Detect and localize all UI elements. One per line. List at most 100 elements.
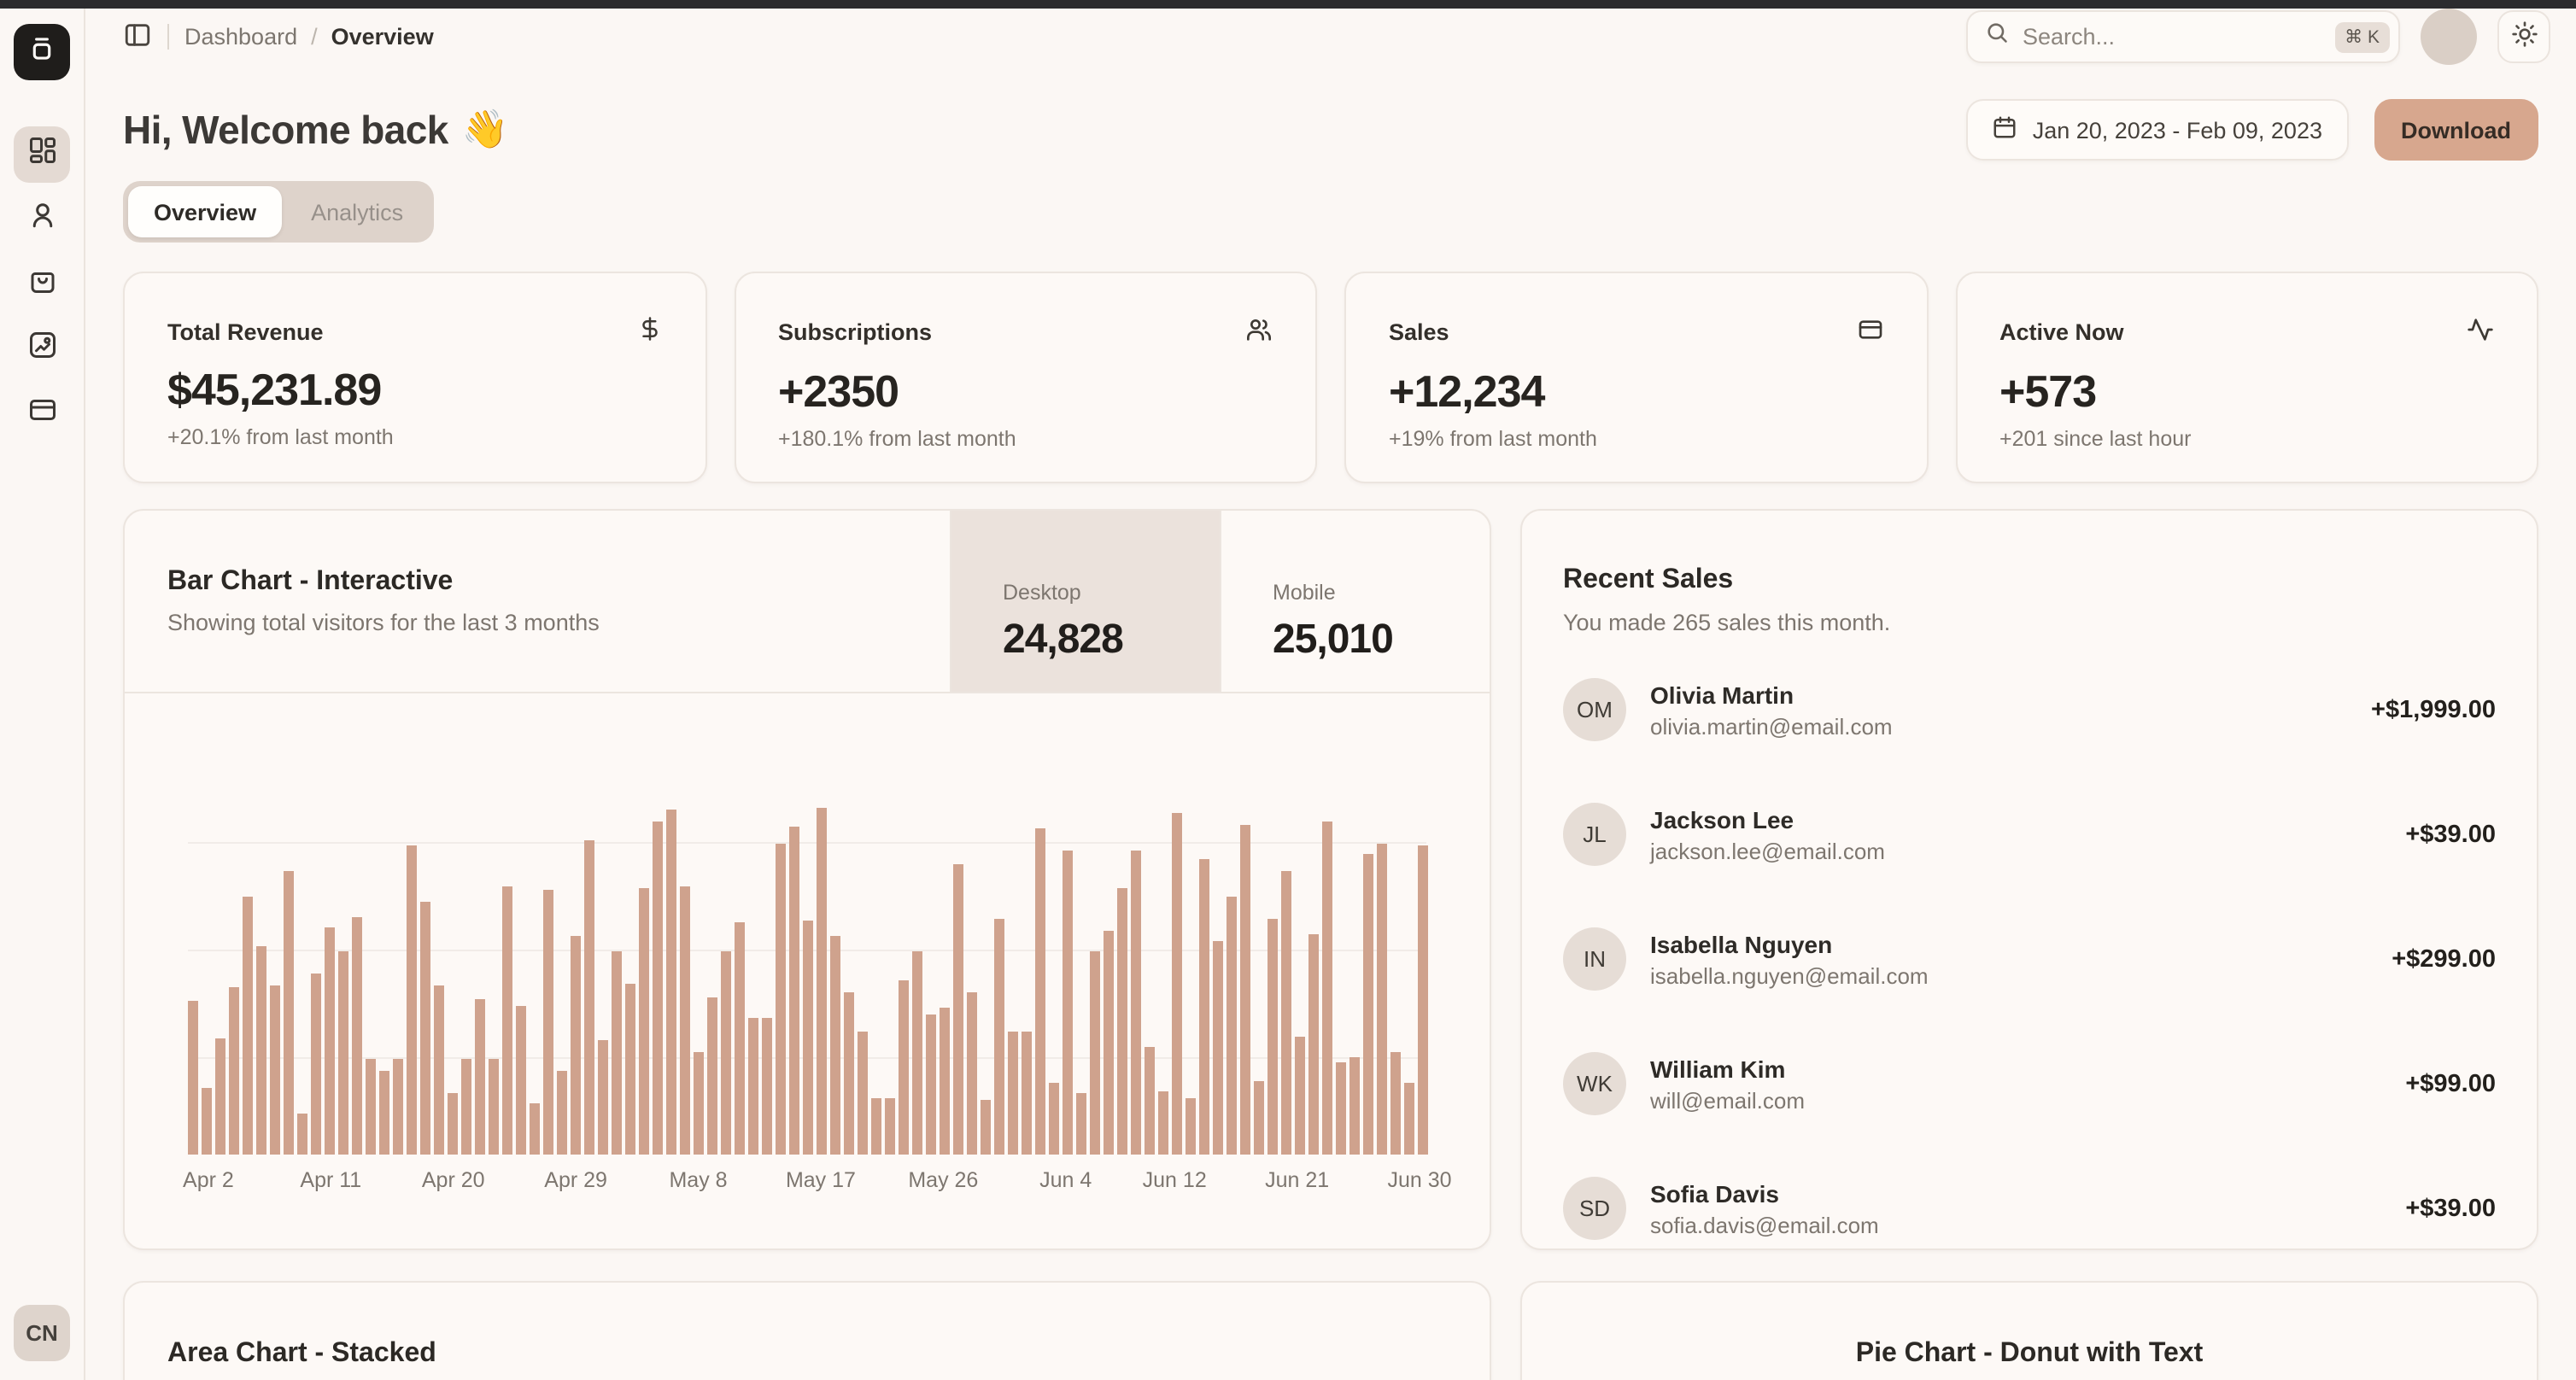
profile-avatar[interactable]	[2421, 9, 2477, 65]
bar	[1349, 1056, 1359, 1155]
calendar-icon	[1992, 114, 2017, 145]
bar	[1035, 828, 1045, 1155]
sidebar-item-users[interactable]	[14, 191, 70, 248]
sale-row: SD Sofia Davis sofia.davis@email.com +$3…	[1563, 1177, 2496, 1240]
x-tick-label: May 17	[785, 1168, 856, 1192]
sidebar-item-dashboard[interactable]	[14, 126, 70, 183]
bar	[748, 1018, 758, 1155]
bar	[1186, 1098, 1195, 1155]
bar	[625, 983, 635, 1155]
media-icon	[26, 330, 57, 369]
stat-title: Subscriptions	[778, 319, 933, 345]
bar	[789, 827, 799, 1155]
breadcrumb-dashboard[interactable]: Dashboard	[184, 24, 298, 50]
recent-sales-subtitle: You made 265 sales this month.	[1563, 610, 1891, 635]
bar	[1063, 850, 1072, 1155]
toggle-desktop[interactable]: Desktop 24,828	[950, 511, 1220, 692]
bar	[188, 1000, 197, 1155]
bar-chart-title: Bar Chart - Interactive	[167, 567, 454, 596]
x-axis-labels: Apr 2 Apr 11 Apr 20 Apr 29 May 8 May 17 May 26…	[183, 1155, 1452, 1196]
bar	[1090, 950, 1099, 1155]
bar	[1145, 1047, 1154, 1155]
bar-chart-card: Bar Chart - Interactive Showing total vi…	[123, 509, 1491, 1250]
sidebar-user-avatar[interactable]: CN	[14, 1305, 70, 1361]
sidebar: CN	[0, 9, 85, 1380]
sidebar-item-billing[interactable]	[14, 386, 70, 442]
toggle-mobile[interactable]: Mobile 25,010	[1220, 511, 1490, 692]
users-icon	[1245, 316, 1273, 348]
series-toggles: Desktop 24,828 Mobile 25,010	[950, 511, 1490, 692]
stat-value: +573	[1999, 365, 2097, 417]
bar	[1158, 1091, 1168, 1155]
theme-toggle-button[interactable]	[2497, 10, 2550, 63]
dashboard-icon	[26, 135, 57, 174]
bar	[1268, 918, 1277, 1155]
breadcrumb-overview: Overview	[331, 24, 434, 50]
sale-row: JL Jackson Lee jackson.lee@email.com +$3…	[1563, 803, 2496, 866]
bar	[912, 950, 922, 1155]
bar	[707, 997, 717, 1155]
search-shortcut-badge: ⌘ K	[2334, 21, 2390, 52]
x-tick-label: May 26	[908, 1168, 979, 1192]
tab-overview[interactable]: Overview	[128, 186, 283, 237]
sidebar-item-products[interactable]	[14, 256, 70, 313]
stat-cards-row: Total Revenue $45,231.89 +20.1% from las…	[123, 272, 2538, 483]
bar	[1390, 1051, 1400, 1155]
bar	[448, 1092, 457, 1155]
recent-sales-list: OM Olivia Martin olivia.martin@email.com…	[1563, 678, 2496, 1240]
download-button[interactable]: Download	[2374, 99, 2538, 161]
bar	[297, 1114, 307, 1155]
tab-analytics[interactable]: Analytics	[285, 186, 429, 237]
bar	[1308, 934, 1318, 1155]
bar	[721, 951, 730, 1155]
bar	[1104, 930, 1113, 1155]
bar	[612, 951, 621, 1155]
bar	[926, 1015, 935, 1155]
stat-card-total-revenue: Total Revenue $45,231.89 +20.1% from las…	[123, 272, 706, 483]
search-input[interactable]: Search... ⌘ K	[1966, 10, 2400, 63]
avatar: JL	[1563, 803, 1626, 866]
bar	[680, 886, 689, 1155]
avatar: WK	[1563, 1052, 1626, 1115]
app-logo[interactable]	[14, 24, 70, 80]
bar	[270, 985, 279, 1155]
bar-chart-plot[interactable]	[188, 693, 1427, 1155]
bar	[229, 986, 238, 1155]
x-tick-label: Jun 4	[1039, 1168, 1092, 1192]
bar	[1049, 1083, 1058, 1155]
area-chart-card: Area Chart - Stacked	[123, 1281, 1491, 1380]
search-icon	[1985, 20, 2009, 53]
sun-icon	[2510, 20, 2538, 53]
bar	[256, 945, 266, 1155]
sale-row: WK William Kim will@email.com +$99.00	[1563, 1052, 2496, 1115]
bar	[1295, 1037, 1304, 1155]
x-tick-label: Jun 30	[1387, 1168, 1452, 1192]
credit-card-icon	[1856, 316, 1883, 348]
bar	[1213, 941, 1222, 1155]
bar	[393, 1059, 402, 1155]
date-range-value: Jan 20, 2023 - Feb 09, 2023	[2032, 117, 2322, 143]
x-tick-label: May 8	[669, 1168, 728, 1192]
sale-row: IN Isabella Nguyen isabella.nguyen@email…	[1563, 927, 2496, 991]
x-tick-label: Apr 11	[300, 1168, 362, 1192]
bar	[584, 839, 594, 1155]
area-chart-title: Area Chart - Stacked	[167, 1339, 436, 1368]
bar	[735, 922, 744, 1155]
sidebar-item-media[interactable]	[14, 321, 70, 377]
sidebar-toggle-button[interactable]	[123, 20, 152, 54]
search-placeholder: Search...	[2023, 24, 2116, 50]
bar	[694, 1051, 703, 1155]
bar	[325, 927, 334, 1155]
bar	[1008, 1031, 1017, 1155]
bar	[1131, 851, 1140, 1155]
stat-value: +2350	[778, 365, 899, 417]
avatar: SD	[1563, 1177, 1626, 1240]
date-range-picker[interactable]: Jan 20, 2023 - Feb 09, 2023	[1965, 99, 2348, 161]
bar	[844, 991, 853, 1155]
bar	[967, 992, 976, 1155]
bar	[803, 920, 812, 1155]
bar	[352, 917, 361, 1155]
page-title: Hi, Welcome back 👋	[123, 107, 509, 151]
bar	[994, 919, 1004, 1155]
bar	[1363, 853, 1373, 1155]
